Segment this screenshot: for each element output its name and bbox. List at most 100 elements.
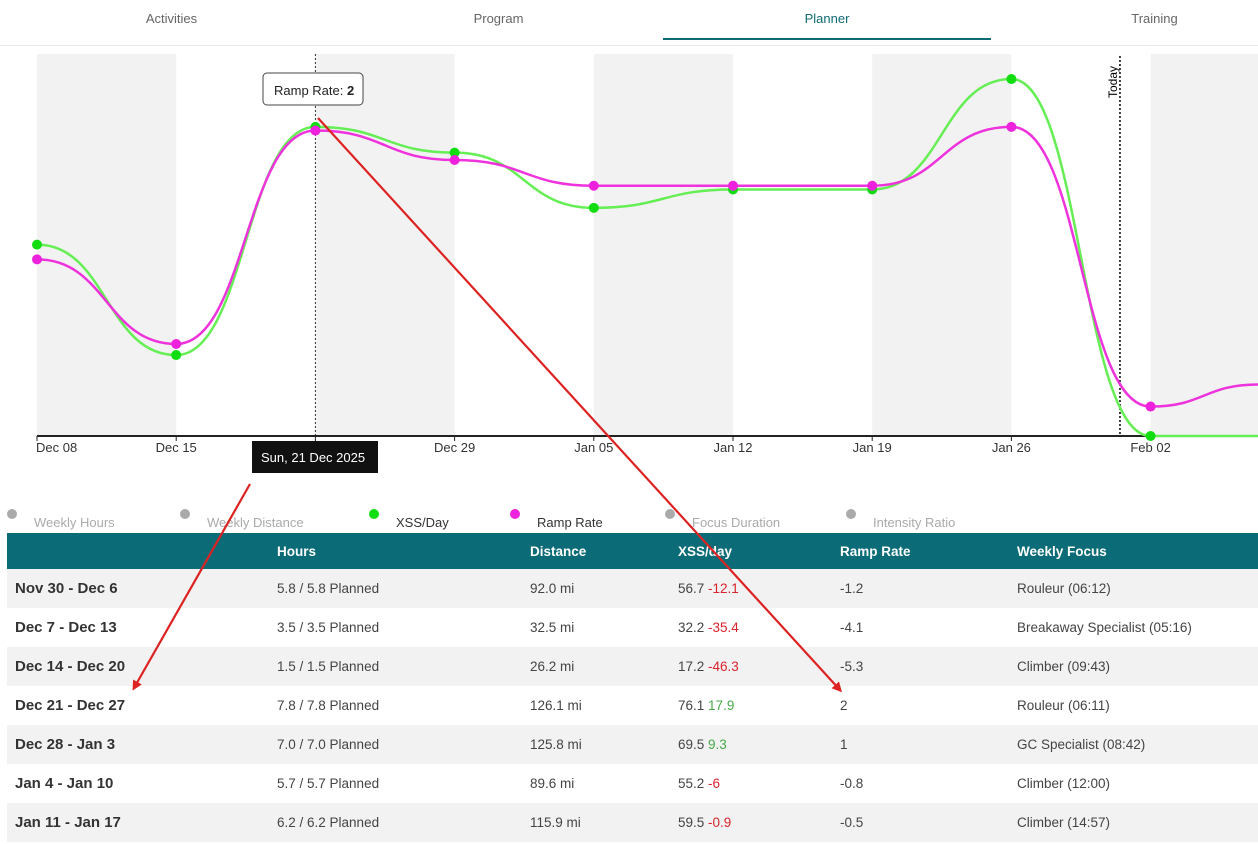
legend-label: Intensity Ratio (873, 515, 956, 530)
point-xss-day (171, 350, 182, 361)
week-band (872, 54, 1012, 436)
xss-value: 69.5 (678, 737, 705, 752)
cell-distance: 125.8 mi (530, 725, 678, 764)
cell-xss-day: 59.5 -0.9 (678, 803, 840, 842)
xss-value: 56.7 (678, 581, 705, 596)
cell-ramp-rate: 1 (840, 725, 1017, 764)
tab-training[interactable]: Training (1131, 11, 1178, 26)
legend-weekly-distance[interactable]: Weekly Distance (180, 504, 350, 530)
legend-xss-day[interactable]: XSS/Day (369, 504, 489, 530)
xss-value: 17.2 (678, 659, 705, 674)
cell-hours: 7.8 / 7.8 Planned (277, 698, 380, 713)
cell-xss-day: 32.2 -35.4 (678, 608, 840, 647)
table-row[interactable]: Jan 11 - Jan 17 6.2 / 6.2 Planned 115.9 mi… (7, 803, 1258, 842)
legend-weekly-hours[interactable]: Weekly Hours (7, 504, 157, 530)
cell-week: Dec 14 - Dec 20 (7, 647, 277, 686)
cell-ramp-rate: 2 (840, 698, 848, 713)
legend-dot (369, 509, 379, 519)
week-band (593, 54, 733, 436)
table-header-row: Hours Distance XSS/day Ramp Rate Weekly … (7, 533, 1258, 569)
table-row[interactable]: Dec 14 - Dec 20 1.5 / 1.5 Planned 26.2 mi 1… (7, 647, 1258, 686)
x-tick-label: Jan 26 (992, 440, 1031, 455)
legend-label: Focus Duration (692, 515, 781, 530)
cell-distance: 32.5 mi (530, 620, 575, 635)
legend-label: Ramp Rate (537, 515, 603, 530)
table-row[interactable]: Nov 30 - Dec 6 5.8 / 5.8 Planned 92.0 mi 56… (7, 569, 1258, 608)
date-tooltip: Sun, 21 Dec 2025 (252, 441, 378, 473)
cell-week: Jan 11 - Jan 17 (7, 803, 277, 842)
point-ramp-rate (588, 180, 599, 191)
xss-delta: -6 (708, 776, 721, 791)
ramp-rate-tooltip: Ramp Rate: 2 (262, 72, 364, 106)
header-distance[interactable]: Distance (530, 533, 678, 569)
tab-activities[interactable]: Activities (145, 11, 198, 26)
legend-label: Weekly Hours (34, 515, 115, 530)
legend-ramp-rate[interactable]: Ramp Rate (510, 504, 640, 530)
cell-xss-day: 56.7 -12.1 (678, 569, 840, 608)
week-band (1150, 54, 1258, 436)
cell-week: Jan 4 - Jan 10 (15, 775, 114, 792)
point-xss-day (588, 202, 599, 213)
legend-dot (665, 509, 675, 519)
week-band (37, 54, 177, 436)
header-hours[interactable]: Hours (277, 533, 530, 569)
tooltip-value: 2 (347, 83, 354, 98)
cell-hours: 7.0 / 7.0 Planned (277, 725, 530, 764)
table-row[interactable]: Dec 21 - Dec 27 7.8 / 7.8 Planned 126.1 mi… (7, 686, 1258, 725)
xss-delta: 17.9 (708, 698, 735, 713)
today-label: Today (1106, 66, 1120, 98)
xss-value: 76.1 (678, 698, 705, 713)
legend-label: XSS/Day (396, 515, 449, 530)
legend-focus-duration[interactable]: Focus Duration (665, 504, 825, 530)
legend-dot (846, 509, 856, 519)
cell-week: Dec 7 - Dec 13 (15, 619, 117, 636)
tab-program[interactable]: Program (473, 11, 524, 26)
cell-hours: 5.7 / 5.7 Planned (277, 776, 380, 791)
cell-hours: 5.8 / 5.8 Planned (277, 569, 530, 608)
xss-delta: -35.4 (708, 620, 739, 635)
tab-bar: Activities Program Planner Training (0, 0, 1258, 46)
x-tick-label: Dec 08 (36, 440, 77, 455)
header-ramp-rate[interactable]: Ramp Rate (840, 533, 1017, 569)
table-row[interactable]: Dec 7 - Dec 13 3.5 / 3.5 Planned 32.5 mi 32… (7, 608, 1258, 647)
xss-delta: -46.3 (708, 659, 739, 674)
cell-week: Dec 28 - Jan 3 (7, 725, 277, 764)
weekly-summary-table: Hours Distance XSS/day Ramp Rate Weekly … (7, 533, 1258, 842)
date-tooltip-text: Sun, 21 Dec 2025 (261, 450, 365, 465)
xss-value: 55.2 (678, 776, 705, 791)
table-row[interactable]: Jan 4 - Jan 10 5.7 / 5.7 Planned 89.6 mi 55… (7, 764, 1258, 803)
point-ramp-rate (728, 180, 738, 191)
table-row[interactable]: Dec 28 - Jan 3 7.0 / 7.0 Planned 125.8 mi 6… (7, 725, 1258, 764)
point-ramp-rate (310, 125, 321, 136)
legend-intensity-ratio[interactable]: Intensity Ratio (846, 504, 1006, 530)
point-ramp-rate (449, 155, 460, 165)
legend-dot (180, 509, 190, 519)
tab-planner[interactable]: Planner (663, 0, 991, 40)
x-tick-label: Jan 05 (574, 440, 613, 455)
cell-week: Dec 21 - Dec 27 (15, 697, 126, 714)
chart-legend: Weekly Hours Weekly Distance XSS/Day Ram… (0, 500, 1258, 532)
point-ramp-rate (32, 254, 42, 265)
x-tick-label: Feb 02 (1130, 440, 1170, 455)
cell-xss-day: 55.2 -6 (678, 764, 840, 803)
xss-delta: -0.9 (708, 815, 732, 830)
cell-ramp-rate: -1.2 (840, 569, 1017, 608)
point-ramp-rate (1006, 121, 1017, 132)
header-weekly-focus[interactable]: Weekly Focus (1017, 533, 1258, 569)
x-tick-label: Dec 15 (156, 440, 197, 455)
xss-value: 59.5 (678, 815, 705, 830)
cell-weekly-focus: Rouleur (06:12) (1017, 569, 1258, 608)
cell-distance: 126.1 mi (530, 698, 582, 713)
cell-ramp-rate: -5.3 (840, 647, 1017, 686)
xss-delta: 9.3 (708, 737, 727, 752)
point-ramp-rate (867, 180, 878, 191)
cell-weekly-focus: Climber (12:00) (1017, 776, 1111, 791)
cell-week: Nov 30 - Dec 6 (7, 569, 277, 608)
header-xss-day[interactable]: XSS/day (678, 533, 840, 569)
cell-distance: 92.0 mi (530, 569, 678, 608)
cell-hours: 1.5 / 1.5 Planned (277, 647, 530, 686)
cell-xss-day: 69.5 9.3 (678, 725, 840, 764)
cell-weekly-focus: Climber (14:57) (1017, 803, 1258, 842)
